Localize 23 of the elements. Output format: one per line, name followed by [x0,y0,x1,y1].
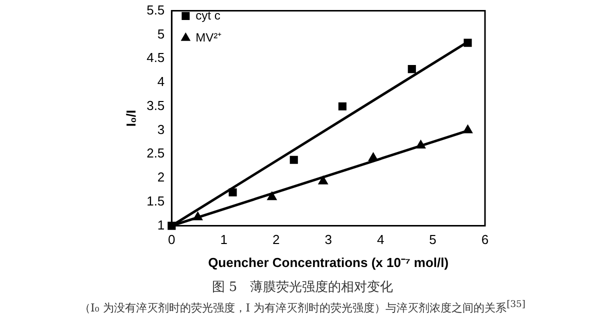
x-tick-label: 6 [481,232,489,248]
y-tick-label: 5.5 [146,2,165,18]
y-tick-label: 1.5 [146,193,165,208]
caption: 图 5 薄膜荧光强度的相对变化 [210,279,394,296]
y-tick-label: 2.5 [146,146,165,161]
legend-label: cyt c [196,8,220,22]
x-axis-title: Quencher Concentrations (x 10⁻⁷ mol/l) [208,254,449,270]
x-tick-label: 0 [168,232,176,248]
x-tick-label: 4 [376,232,384,248]
y-tick-label: 3.5 [146,98,165,113]
x-tick-label: 2 [272,232,280,248]
y-tick-label: 4 [157,74,165,90]
y-axis-title: I₀/I [123,110,138,127]
x-tick-label: 3 [324,232,332,248]
y-tick-label: 2 [157,170,165,185]
y-tick-label: 3 [157,122,165,137]
legend-label: MV²⁺ [196,30,222,44]
x-tick-label: 1 [220,232,228,248]
x-tick-label: 5 [429,232,436,248]
y-tick-label: 1 [157,217,165,232]
text: （I₀ 为没有淬灭剂时的荧光强度，I 为有淬灭剂时的荧光强度）与淬灭剂浓度之间的关系$^{[35]}$ [78,299,526,316]
y-tick-label: 5 [157,26,165,42]
y-tick-label: 4.5 [146,50,165,66]
